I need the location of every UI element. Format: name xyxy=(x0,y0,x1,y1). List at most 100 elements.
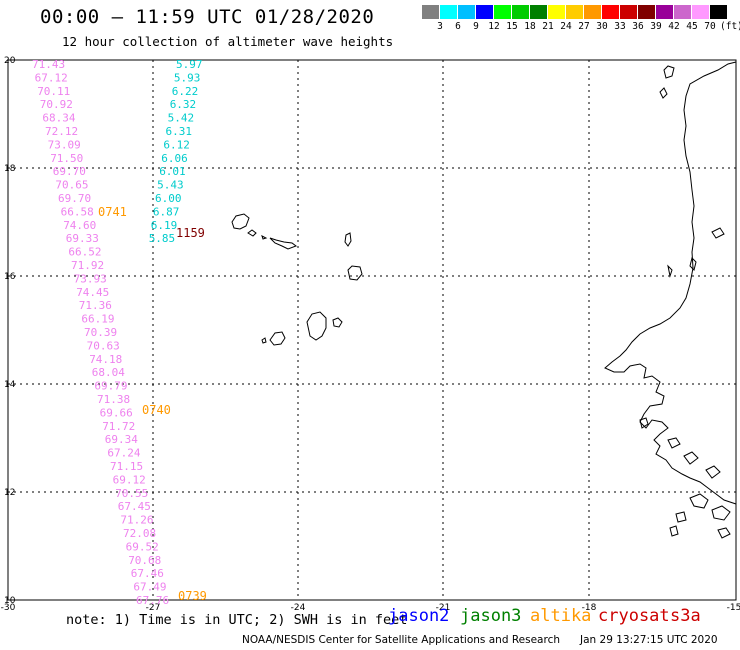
wave-height-value: 69.70 xyxy=(58,192,91,205)
lon-tick-label: -15 xyxy=(727,603,740,613)
wave-height-value: 67.49 xyxy=(133,581,166,594)
colorbar-swatch xyxy=(710,5,728,19)
lon-tick-label: -24 xyxy=(291,603,306,613)
wave-height-value: 70.39 xyxy=(84,326,117,339)
satellite-legend-cryosat: cryosat xyxy=(598,606,670,626)
wave-height-value: 71.50 xyxy=(50,152,83,165)
wave-height-value: 68.34 xyxy=(42,112,75,125)
colorbar-swatch xyxy=(692,5,710,19)
colorbar-label: 12 xyxy=(488,21,500,32)
island-sao-nicolau xyxy=(269,237,298,250)
colorbar-label: 39 xyxy=(650,21,662,32)
lat-tick-label: 18 xyxy=(4,164,16,174)
wave-height-value: 70.92 xyxy=(40,98,73,111)
colorbar-label: 36 xyxy=(632,21,644,32)
colorbar-swatch xyxy=(584,5,602,19)
satellite-legend-jason2: jason2 xyxy=(388,606,450,626)
wave-height-value: 67.12 xyxy=(35,71,68,84)
lon-tick-label: -18 xyxy=(582,603,597,613)
colorbar-swatch xyxy=(674,5,692,19)
wave-height-value: 5.42 xyxy=(168,112,195,125)
colorbar-swatch xyxy=(602,5,620,19)
colorbar-swatch xyxy=(440,5,458,19)
wave-height-value: 70.65 xyxy=(55,179,88,192)
wave-height-value: 71.92 xyxy=(71,259,104,272)
wave-height-value: 69.52 xyxy=(126,540,159,553)
wave-height-value: 71.36 xyxy=(79,299,112,312)
wave-height-value: 67.24 xyxy=(107,447,140,460)
satellite-legend-jason3: jason3 xyxy=(460,606,522,626)
colorbar-swatch xyxy=(530,5,548,19)
wave-height-value: 70.11 xyxy=(37,85,70,98)
wave-height-value: 66.58 xyxy=(61,205,94,218)
wave-height-value: 69.12 xyxy=(113,473,146,486)
island-santa-luzia xyxy=(261,235,268,240)
pass-time-label: 0739 xyxy=(178,589,207,603)
island-santo-antao xyxy=(231,213,250,230)
colorbar-label: 6 xyxy=(455,21,461,32)
island-boa-vista xyxy=(347,265,363,281)
colorbar-label: 18 xyxy=(524,21,536,32)
chart-subtitle: 12 hour collection of altimeter wave hei… xyxy=(62,34,394,49)
wave-height-value: 6.06 xyxy=(161,152,188,165)
colorbar-label: 24 xyxy=(560,21,572,32)
cape-verde-islands xyxy=(231,213,363,346)
colorbar-label: 33 xyxy=(614,21,626,32)
colorbar-swatch xyxy=(548,5,566,19)
wave-height-value: 69.66 xyxy=(100,406,133,419)
wave-height-value: 71.43 xyxy=(32,58,65,71)
wave-height-value: 66.19 xyxy=(81,313,114,326)
pass-time-label: 0741 xyxy=(98,205,127,219)
wave-height-value: 67.46 xyxy=(131,567,164,580)
wave-height-value: 71.26 xyxy=(120,514,153,527)
lon-tick-label: -27 xyxy=(146,603,161,613)
colorbar-label: 27 xyxy=(578,21,590,32)
colorbar-swatch xyxy=(656,5,674,19)
wave-height-value: 71.72 xyxy=(102,420,135,433)
lat-tick-label: 10 xyxy=(4,596,16,606)
wave-height-value: 71.38 xyxy=(97,393,130,406)
wave-height-value: 6.22 xyxy=(172,85,199,98)
wave-height-value: 6.19 xyxy=(151,219,178,232)
footnote: note: 1) Time is in UTC; 2) SWH is in fe… xyxy=(66,612,408,628)
colorbar-swatch xyxy=(422,5,440,19)
wave-height-value: 69.79 xyxy=(94,380,127,393)
wave-height-value: 6.12 xyxy=(163,138,190,151)
wave-height-value: 70.68 xyxy=(128,554,161,567)
map-frame xyxy=(7,59,737,601)
colorbar-label: 42 xyxy=(668,21,680,32)
colorbar-swatch xyxy=(494,5,512,19)
wave-height-value: 6.87 xyxy=(153,205,180,218)
island-maio xyxy=(332,317,343,328)
wave-height-value: 67.76 xyxy=(136,594,169,607)
colorbar-label: 45 xyxy=(686,21,698,32)
wave-height-value: 68.04 xyxy=(92,366,125,379)
lat-tick-label: 20 xyxy=(4,56,16,66)
wave-height-value: 69.70 xyxy=(53,165,86,178)
credit-line: NOAA/NESDIS Center for Satellite Applica… xyxy=(242,634,560,646)
colorbar-label: 15 xyxy=(506,21,518,32)
colorbar xyxy=(422,5,728,19)
island-sao-vicente xyxy=(247,229,257,237)
island-santiago xyxy=(306,311,327,341)
axis-tick-labels: -30 -27 -24 -21 -18 -15 20 18 16 14 12 10 xyxy=(1,56,740,613)
colorbar-swatch xyxy=(458,5,476,19)
wave-height-value: 6.01 xyxy=(159,165,186,178)
grid-lines xyxy=(8,60,736,600)
wave-height-value: 74.45 xyxy=(76,286,109,299)
wave-height-value: 5.43 xyxy=(157,179,184,192)
wave-height-value: 70.55 xyxy=(115,487,148,500)
wave-height-value: 6.32 xyxy=(170,98,197,111)
africa-coastline xyxy=(604,61,737,539)
colorbar-label: 3 xyxy=(437,21,443,32)
wave-height-value: 71.15 xyxy=(110,460,143,473)
wave-height-value: 74.18 xyxy=(89,353,122,366)
colorbar-label: 9 xyxy=(473,21,479,32)
wave-height-value: 73.09 xyxy=(48,138,81,151)
colorbar-label: 70 xyxy=(704,21,716,32)
colorbar-label: 21 xyxy=(542,21,554,32)
satellite-legend-altika: altika xyxy=(530,606,592,626)
lat-tick-label: 16 xyxy=(4,272,16,282)
